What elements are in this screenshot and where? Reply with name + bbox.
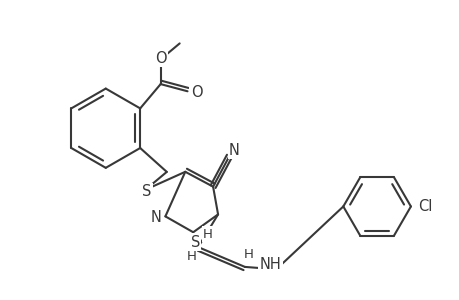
Text: NH: NH <box>259 257 281 272</box>
Text: O: O <box>155 51 166 66</box>
Text: H: H <box>203 228 213 241</box>
Text: O: O <box>190 85 202 100</box>
Text: H: H <box>243 248 253 260</box>
Text: S: S <box>190 235 200 250</box>
Text: N: N <box>151 210 162 225</box>
Text: S: S <box>141 184 151 199</box>
Text: H: H <box>186 250 196 262</box>
Text: N: N <box>229 142 239 158</box>
Text: Cl: Cl <box>417 199 431 214</box>
